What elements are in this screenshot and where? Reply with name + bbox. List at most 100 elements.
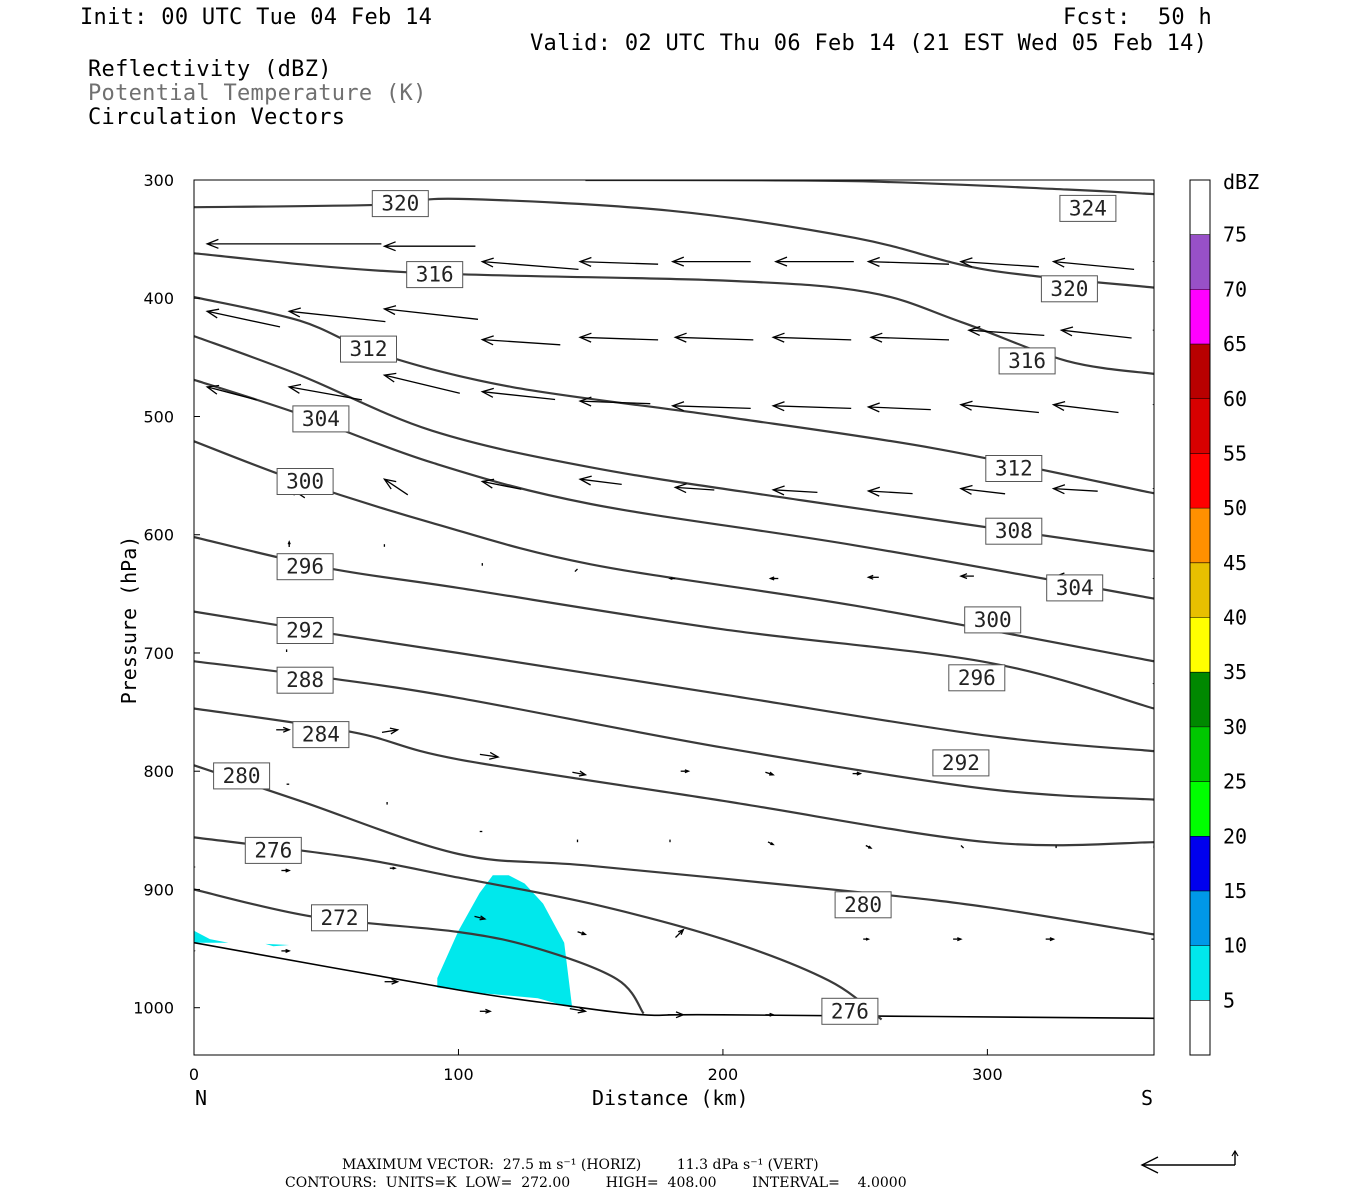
isentrope-label-296: 296 [948, 664, 1006, 692]
svg-text:292: 292 [942, 751, 980, 775]
colorbar-segment [1190, 945, 1210, 1001]
circulation-vector [480, 257, 579, 271]
circulation-vector [287, 383, 363, 401]
x-tick-label: 0 [189, 1065, 199, 1084]
svg-text:316: 316 [416, 263, 454, 287]
reflectivity-area-3 [265, 943, 290, 947]
svg-text:276: 276 [254, 838, 292, 862]
circulation-vector [382, 241, 476, 252]
circulation-vector [474, 915, 487, 921]
isentrope-324 [585, 180, 1154, 196]
circulation-vector [771, 485, 818, 496]
circulation-vector [578, 475, 622, 486]
isentrope-label-320: 320 [1040, 275, 1098, 303]
circulation-vector [959, 573, 974, 580]
colorbar-segment [1190, 234, 1210, 290]
circulation-vector [389, 866, 397, 870]
circulation-vector [959, 400, 1039, 414]
isentrope-label-292: 292 [276, 617, 334, 644]
colorbar-segment [1190, 781, 1210, 837]
circulation-vector [680, 769, 691, 774]
contour-info-text: CONTOURS: UNITS=K LOW= 272.00 HIGH= 408.… [285, 1175, 907, 1191]
colorbar-segment [1190, 672, 1210, 727]
circulation-vector [866, 402, 931, 413]
circulation-vector [205, 308, 281, 328]
circulation-vector [866, 574, 879, 580]
circulation-vector [382, 305, 479, 320]
circulation-vector [673, 332, 754, 343]
circulation-vector [381, 727, 400, 735]
circulation-vector [480, 335, 561, 346]
field-potential-temperature: Potential Temperature (K) [88, 81, 427, 106]
isentrope-label-276: 276 [244, 836, 302, 864]
isentrope-label-324: 324 [1059, 194, 1117, 222]
svg-text:300: 300 [974, 608, 1012, 632]
circulation-vector [480, 387, 556, 401]
valid-time: Valid: 02 UTC Thu 06 Feb 14 (21 EST Wed … [530, 31, 1208, 56]
circulation-vector [765, 771, 775, 776]
isentrope-312 [194, 296, 1154, 495]
isentrope-label-276: 276 [821, 997, 879, 1025]
colorbar-level-label: 60 [1223, 387, 1247, 411]
circulation-vector [865, 844, 873, 849]
colorbar-segment [1190, 836, 1210, 891]
x-axis-right-end-label: S [1141, 1086, 1154, 1110]
surface-pressure-line [194, 941, 1154, 1020]
circulation-vector [205, 384, 257, 401]
circulation-vector [577, 931, 588, 936]
svg-text:272: 272 [321, 906, 359, 930]
circulation-vector [1152, 577, 1154, 580]
colorbar-unit-label: dBZ [1223, 170, 1260, 194]
isentrope-label-308: 308 [985, 517, 1043, 545]
isentrope-label-272: 272 [311, 904, 368, 932]
colorbar-level-label: 50 [1223, 496, 1247, 520]
reference-vector [1140, 1149, 1239, 1174]
y-tick-label: 900 [143, 880, 174, 899]
y-tick-label: 300 [143, 171, 174, 190]
svg-text:280: 280 [223, 764, 261, 788]
colorbar-segment [1190, 289, 1210, 345]
circulation-vector [866, 486, 913, 497]
svg-text:304: 304 [1056, 576, 1094, 600]
colorbar-segment [1190, 562, 1210, 618]
colorbar-segment [1190, 398, 1210, 454]
colorbar-level-label: 45 [1223, 551, 1247, 575]
circulation-vector [287, 540, 291, 547]
colorbar-segment [1190, 453, 1210, 509]
isentrope-320 [194, 197, 1154, 289]
isentrope-276 [194, 836, 883, 1021]
circulation-vector [673, 483, 715, 494]
colorbar-level-label: 20 [1223, 824, 1247, 848]
colorbar-level-label: 55 [1223, 441, 1247, 465]
circulation-vector [670, 256, 751, 267]
circulation-vector [765, 1012, 775, 1017]
svg-text:296: 296 [958, 666, 996, 690]
colorbar-level-label: 75 [1223, 223, 1247, 247]
circulation-vector [281, 948, 291, 953]
circulation-vector [771, 401, 852, 412]
svg-text:284: 284 [302, 723, 340, 747]
isentrope-272 [194, 888, 645, 1015]
isentrope-label-292: 292 [932, 749, 990, 777]
reflectivity-area-2 [194, 930, 229, 943]
circulation-vector [578, 332, 659, 343]
isentrope-label-316: 316 [998, 347, 1056, 375]
circulation-vector [774, 256, 854, 267]
colorbar-level-label: 30 [1223, 715, 1247, 739]
x-axis-left-end-label: N [195, 1086, 208, 1110]
circulation-vector [959, 257, 1039, 268]
circulation-vector [287, 307, 386, 323]
circulation-vector [1152, 683, 1154, 685]
svg-text:304: 304 [302, 407, 340, 431]
svg-text:280: 280 [844, 893, 882, 917]
isentrope-280 [194, 764, 1154, 936]
isentrope-label-280: 280 [213, 762, 271, 790]
maximum-vector-text: MAXIMUM VECTOR: 27.5 m s⁻¹ (HORIZ) 11.3 … [342, 1157, 819, 1173]
circulation-vector [382, 372, 460, 394]
circulation-vector [479, 1008, 492, 1014]
circulation-vector [1051, 400, 1119, 414]
svg-text:316: 316 [1008, 349, 1046, 373]
y-tick-label: 500 [143, 407, 174, 426]
circulation-vector [668, 576, 676, 581]
circulation-vector [1045, 937, 1056, 942]
